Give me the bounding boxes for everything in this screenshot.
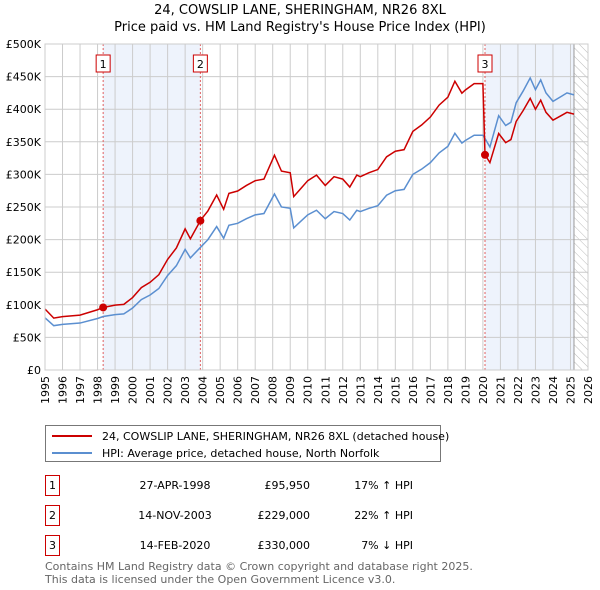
x-tick-label: 2017 xyxy=(424,376,437,404)
x-tick-label: 2026 xyxy=(582,376,595,404)
x-tick-label: 2011 xyxy=(319,376,332,404)
chart-plot: 1995 1996 1997 1998 1999 2000 2001 2002 2003 2004… xyxy=(6,38,595,404)
footer-copyright: Contains HM Land Registry data © Crown c… xyxy=(45,560,473,573)
x-tick-label: 2021 xyxy=(494,376,507,404)
sale-point xyxy=(99,303,108,312)
x-tick-label: 2016 xyxy=(407,376,420,404)
y-tick-label: £300K xyxy=(6,168,42,181)
sale-point xyxy=(481,150,490,159)
sale-date: 27-APR-1998 xyxy=(139,479,211,492)
chart-subtitle: Price paid vs. HM Land Registry's House … xyxy=(114,20,486,35)
legend-item-price: 24, COWSLIP LANE, SHERINGHAM, NR26 8XL (… xyxy=(52,428,449,444)
plot-border xyxy=(44,43,589,371)
price-paid-line xyxy=(44,79,575,319)
legend: 24, COWSLIP LANE, SHERINGHAM, NR26 8XL (… xyxy=(45,425,449,462)
x-tick-label: 1996 xyxy=(57,376,70,404)
x-tick-label: 2009 xyxy=(284,376,297,404)
sale-number-box xyxy=(192,54,208,73)
y-tick-label: £350K xyxy=(6,136,42,149)
x-tick-label: 1997 xyxy=(74,376,87,404)
x-tick-label: 2015 xyxy=(389,376,402,404)
x-tick-label: 2002 xyxy=(162,376,175,404)
footer-licence: This data is licensed under the Open Gov… xyxy=(45,573,396,586)
x-tick-label: 1995 xyxy=(39,376,52,404)
x-tick-label: 2024 xyxy=(547,376,560,404)
y-tick-label: £200K xyxy=(6,234,42,247)
x-tick-label: 2004 xyxy=(197,376,210,404)
x-tick-label: 2022 xyxy=(512,376,525,404)
legend-label-price: 24, COWSLIP LANE, SHERINGHAM, NR26 8XL (… xyxy=(102,429,450,443)
y-tick-label: £50K xyxy=(13,331,42,344)
sale-price: £330,000 xyxy=(257,539,311,552)
sale-number: 2 xyxy=(45,505,60,526)
y-tick-label: £250K xyxy=(6,201,42,214)
table-row: 3 14-FEB-2020 £330,000 7% ↓ HPI xyxy=(45,535,445,556)
sale-date: 14-FEB-2020 xyxy=(139,539,211,552)
sale-number: 3 xyxy=(45,535,60,556)
x-tick-label: 2013 xyxy=(354,376,367,404)
sale-number-label: 2 xyxy=(197,58,204,71)
legend-label-hpi: HPI: Average price, detached house, Nort… xyxy=(102,446,380,460)
x-tick-label: 1998 xyxy=(92,376,105,404)
sale-price: £95,950 xyxy=(264,479,311,492)
y-tick-label: £100K xyxy=(6,299,42,312)
x-tick-label: 2020 xyxy=(477,376,490,404)
sale-hpi-diff: 17% ↑ HPI xyxy=(354,479,413,492)
sale-hpi-diff: 7% ↓ HPI xyxy=(361,539,413,552)
sale-date: 14-NOV-2003 xyxy=(138,509,212,522)
x-tick-label: 2018 xyxy=(442,376,455,404)
sale-price: £229,000 xyxy=(257,509,311,522)
y-tick-label: £500K xyxy=(6,38,42,51)
legend-item-hpi: HPI: Average price, detached house, Nort… xyxy=(52,445,379,461)
x-tick-label: 2019 xyxy=(459,376,472,404)
sale-hpi-diff: 22% ↑ HPI xyxy=(354,509,413,522)
sale-point xyxy=(196,216,205,225)
x-tick-label: 2001 xyxy=(144,376,157,404)
legend-line-red xyxy=(52,435,92,437)
chart-title: 24, COWSLIP LANE, SHERINGHAM, NR26 8XL xyxy=(154,3,446,18)
y-tick-label: £0 xyxy=(27,364,41,377)
y-tick-label: £150K xyxy=(6,266,42,279)
sale-number-box xyxy=(95,54,111,73)
x-tick-label: 2012 xyxy=(337,376,350,404)
y-tick-label: £450K xyxy=(6,71,42,84)
x-tick-label: 1999 xyxy=(109,376,122,404)
x-tick-label: 2000 xyxy=(127,376,140,404)
table-row: 2 14-NOV-2003 £229,000 22% ↑ HPI xyxy=(45,505,445,526)
x-tick-label: 2003 xyxy=(179,376,192,404)
hpi-line xyxy=(44,76,575,327)
sale-number-label: 1 xyxy=(100,58,107,71)
x-tick-label: 2023 xyxy=(529,376,542,404)
legend-line-blue xyxy=(52,452,92,454)
table-row: 1 27-APR-1998 £95,950 17% ↑ HPI xyxy=(45,475,445,496)
x-tick-label: 2005 xyxy=(214,376,227,404)
y-tick-label: £400K xyxy=(6,103,42,116)
sale-number-label: 3 xyxy=(482,58,489,71)
sale-number: 1 xyxy=(45,475,60,496)
x-tick-label: 2008 xyxy=(267,376,280,404)
x-tick-label: 2014 xyxy=(372,376,385,404)
x-tick-label: 2007 xyxy=(249,376,262,404)
x-tick-label: 2025 xyxy=(564,376,577,404)
x-tick-label: 2010 xyxy=(302,376,315,404)
x-tick-label: 2006 xyxy=(232,376,245,404)
sale-number-box xyxy=(477,54,493,73)
